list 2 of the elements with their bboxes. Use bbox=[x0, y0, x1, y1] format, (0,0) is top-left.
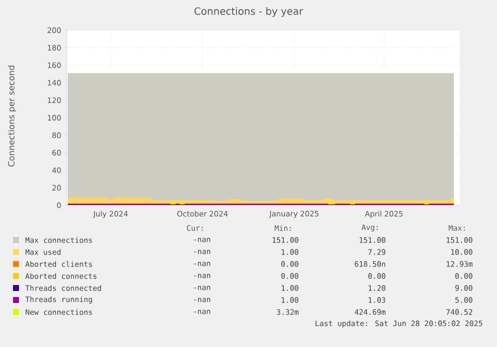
chart-title: Connections - by year bbox=[194, 7, 304, 17]
y-axis-title: Connections per second bbox=[8, 66, 16, 167]
